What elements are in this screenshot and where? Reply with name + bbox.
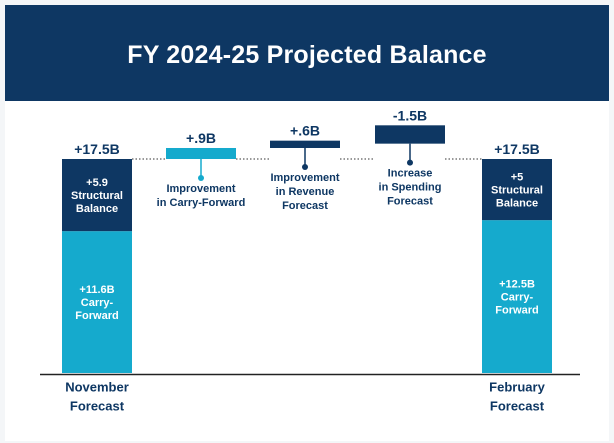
total-value-label-1: +17.5B [494, 141, 540, 157]
leader-dot-1 [302, 163, 308, 170]
total-bar-0-segment-0 [62, 231, 132, 373]
segment-label-0-1-line-1: Structural [71, 190, 123, 202]
segment-label-1-0-line-1: Carry- [501, 292, 534, 304]
segment-label-1-1-line-2: Balance [496, 198, 538, 210]
title-banner: FY 2024-25 Projected Balance [5, 5, 609, 101]
change-label-2-line-1: in Spending [379, 182, 442, 194]
chart-title: FY 2024-25 Projected Balance [127, 40, 487, 69]
waterfall-chart: +11.6BCarry-Forward+5.9StructuralBalance… [40, 107, 580, 414]
change-bar-2 [375, 125, 445, 144]
leader-dot-0 [198, 175, 204, 181]
total-value-label-0: +17.5B [74, 141, 120, 157]
segment-label-1-1-line-1: Structural [491, 185, 543, 197]
change-label-2-line-0: Increase [388, 168, 433, 180]
change-value-label-1: +.6B [290, 123, 320, 139]
segment-label-1-0-line-2: Forward [495, 305, 538, 317]
segment-label-0-0-line-1: Carry- [81, 297, 114, 309]
total-bar-1-segment-1 [482, 159, 552, 221]
change-label-0-line-0: Improvement [166, 183, 235, 195]
segment-label-0-1-line-0: +5.9 [86, 177, 108, 189]
category-label-0-line-1: Forecast [70, 399, 125, 414]
category-label-1-line-0: February [489, 380, 545, 395]
change-label-1-line-2: Forecast [282, 200, 328, 212]
change-label-1-line-0: Improvement [270, 172, 339, 184]
total-bar-1-segment-0 [482, 220, 552, 373]
change-label-1-line-1: in Revenue [276, 186, 335, 198]
total-bar-0-segment-1 [62, 159, 132, 232]
change-label-0-line-1: in Carry-Forward [157, 197, 246, 209]
category-label-0-line-0: November [65, 380, 129, 395]
segment-label-0-0-line-0: +11.6B [79, 284, 114, 296]
change-value-label-2: -1.5B [393, 107, 427, 123]
change-bar-1 [270, 140, 340, 148]
change-label-2-line-2: Forecast [387, 196, 433, 208]
category-label-1-line-1: Forecast [490, 399, 545, 414]
segment-label-1-1-line-0: +5 [511, 172, 524, 184]
segment-label-0-0-line-2: Forward [75, 310, 118, 322]
change-bar-0 [166, 147, 236, 159]
segment-label-0-1-line-2: Balance [76, 203, 118, 215]
chart-panel: +11.6B Carry- Forward +5.9 Structural Balance… [5, 101, 609, 441]
change-value-label-0: +.9B [186, 130, 216, 146]
leader-dot-2 [407, 159, 413, 166]
segment-label-1-0-line-0: +12.5B [499, 279, 535, 291]
